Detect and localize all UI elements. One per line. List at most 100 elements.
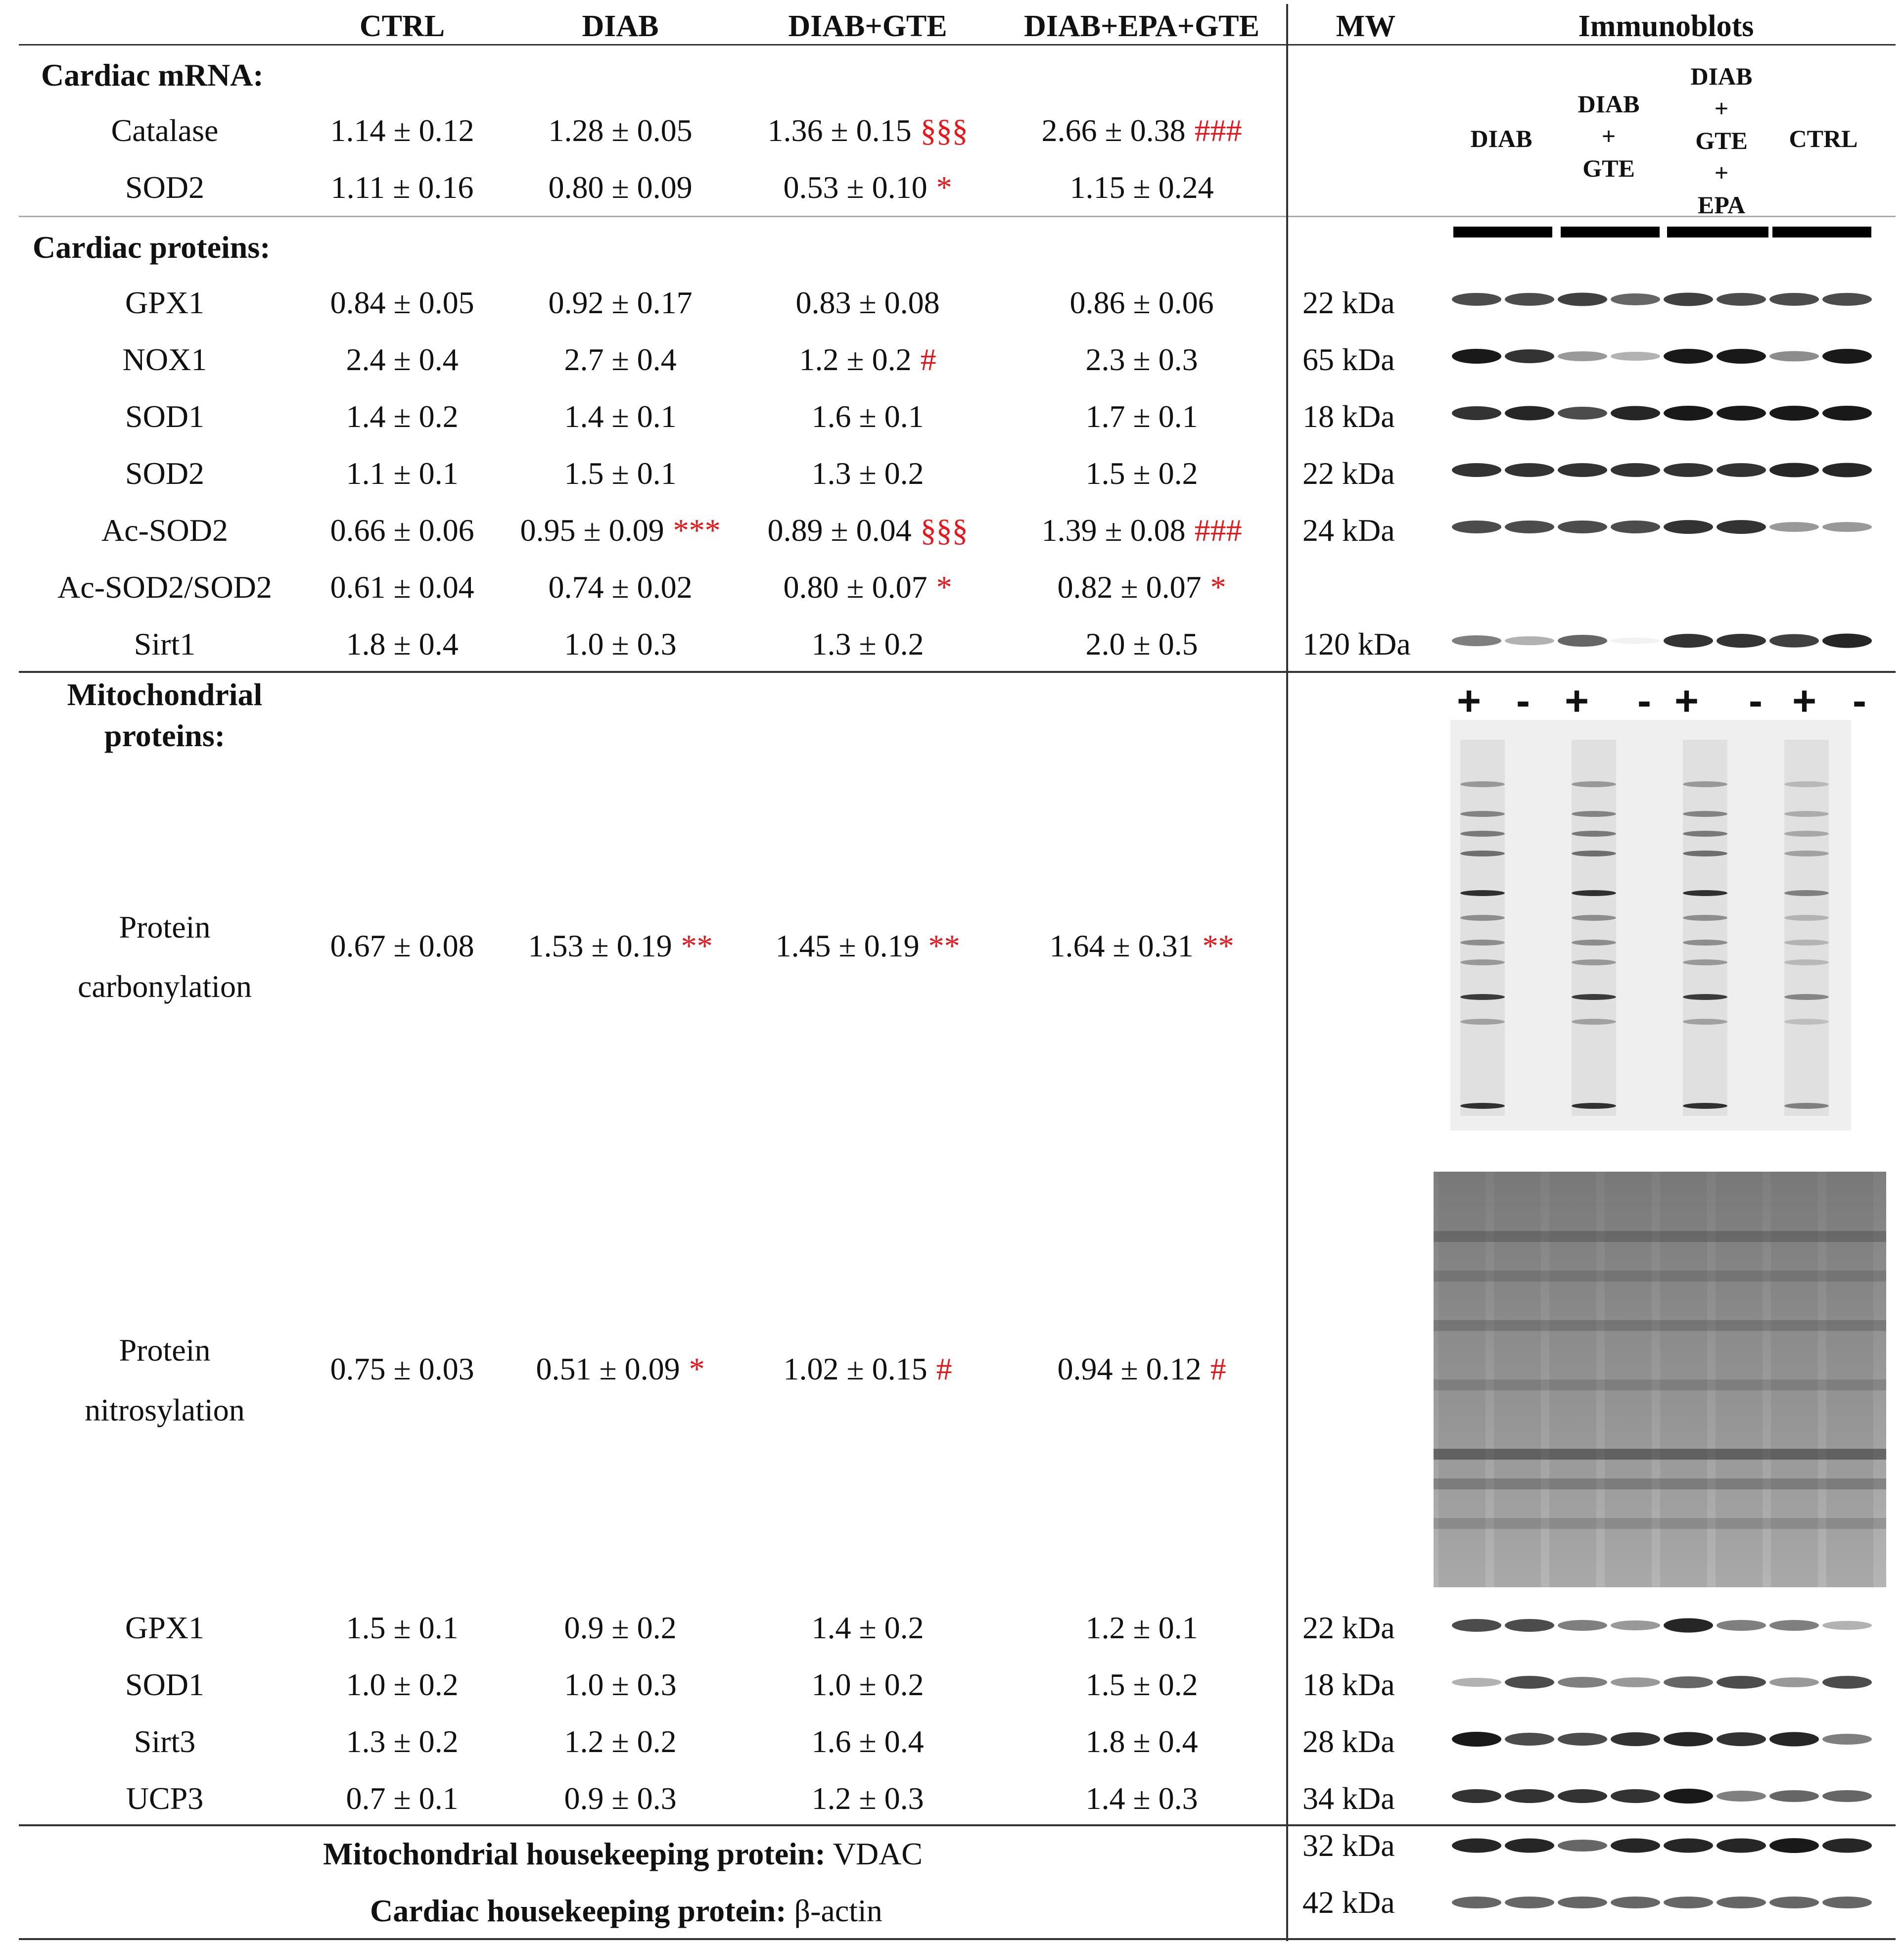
cell-value: 0.53 ± 0.10 <box>783 170 927 205</box>
cell-gte: 0.80 ± 0.07 * <box>783 571 952 603</box>
cell-diab: 0.92 ± 0.17 <box>548 287 692 319</box>
significance-marker: * <box>689 1351 705 1386</box>
section-cardiac-mrna: Cardiac mRNA: <box>41 59 264 91</box>
cell-epa: 1.8 ± 0.4 <box>1085 1726 1198 1757</box>
row-name: SOD2 <box>125 458 204 489</box>
blot-nox1-image <box>1447 341 1872 371</box>
cell-value: 0.82 ± 0.07 <box>1057 570 1201 605</box>
plus-marker: + <box>1792 677 1816 725</box>
cell-value: 0.51 ± 0.09 <box>536 1351 680 1386</box>
significance-marker: # <box>1210 1351 1226 1386</box>
cell-value: 1.14 ± 0.12 <box>330 113 474 148</box>
cell-gte: 1.4 ± 0.2 <box>811 1612 924 1644</box>
cell-diab: 1.4 ± 0.1 <box>564 401 676 432</box>
cell-value: 1.36 ± 0.15 <box>767 113 911 148</box>
cell-gte: 1.36 ± 0.15 §§§ <box>767 115 968 146</box>
cell-gte: 1.0 ± 0.2 <box>811 1669 924 1701</box>
cell-value: 1.53 ± 0.19 <box>528 928 672 963</box>
cell-ctrl: 0.84 ± 0.05 <box>330 287 474 319</box>
cell-diab: 1.53 ± 0.19 ** <box>528 930 712 962</box>
cell-diab: 0.9 ± 0.3 <box>564 1783 676 1814</box>
cell-value: 0.92 ± 0.17 <box>548 285 692 320</box>
cell-value: 1.0 ± 0.3 <box>564 1667 676 1702</box>
cell-value: 1.0 ± 0.2 <box>346 1667 458 1702</box>
header-immunoblots: Immunoblots <box>1579 11 1754 42</box>
cell-ctrl: 0.75 ± 0.03 <box>330 1353 474 1385</box>
cell-mw: 34 kDa <box>1302 1783 1395 1814</box>
row-name: Sirt3 <box>134 1726 195 1757</box>
cell-diab: 1.2 ± 0.2 <box>564 1726 676 1757</box>
cell-value: 0.86 ± 0.06 <box>1069 285 1213 320</box>
cell-ctrl: 0.7 ± 0.1 <box>346 1783 458 1814</box>
cell-value: 0.61 ± 0.04 <box>330 570 474 605</box>
cell-value: 1.4 ± 0.2 <box>346 399 458 434</box>
cell-value: 1.6 ± 0.1 <box>811 399 924 434</box>
cell-mw: 22 kDa <box>1302 287 1395 319</box>
cell-value: 0.89 ± 0.04 <box>767 513 911 548</box>
cell-value: 1.3 ± 0.2 <box>811 456 924 491</box>
cell-diab: 0.80 ± 0.09 <box>548 172 692 203</box>
row-name: SOD2 <box>125 172 204 203</box>
rule-before-housekeeping <box>19 1824 1896 1826</box>
cell-diab: 0.95 ± 0.09 *** <box>520 515 720 546</box>
housekeeping-actin: Cardiac housekeeping protein: β-actin <box>370 1895 882 1927</box>
cell-value: 0.80 ± 0.09 <box>548 170 692 205</box>
cell-epa: 0.82 ± 0.07 * <box>1057 571 1226 603</box>
blot-ucp3-image <box>1447 1781 1872 1811</box>
header-diab: DIAB <box>582 11 658 42</box>
row-name: Protein <box>119 1334 211 1366</box>
cell-value: 1.5 ± 0.2 <box>1085 1667 1198 1702</box>
rule-after-proteins <box>19 671 1896 673</box>
minus-marker: - <box>1637 677 1651 725</box>
significance-marker: # <box>921 342 936 377</box>
cell-ctrl: 1.3 ± 0.2 <box>346 1726 458 1757</box>
cell-value: 1.64 ± 0.31 <box>1049 928 1193 963</box>
cell-value: 2.4 ± 0.4 <box>346 342 458 377</box>
cell-mw: 18 kDa <box>1302 401 1395 432</box>
cell-value: 0.94 ± 0.12 <box>1057 1351 1201 1386</box>
cell-gte: 0.83 ± 0.08 <box>795 287 939 319</box>
cell-diab: 2.7 ± 0.4 <box>564 344 676 376</box>
blot-sirt3-image <box>1447 1724 1872 1754</box>
mw-actin: 42 kDa <box>1302 1887 1395 1918</box>
cell-value: 1.3 ± 0.2 <box>811 626 924 662</box>
cell-epa: 2.3 ± 0.3 <box>1085 344 1198 376</box>
cell-diab: 1.5 ± 0.1 <box>564 458 676 489</box>
cell-value: 1.15 ± 0.24 <box>1069 170 1213 205</box>
plus-marker: + <box>1674 677 1699 725</box>
cell-gte: 1.2 ± 0.2 # <box>799 344 936 376</box>
blot-nitrosylation-image <box>1434 1172 1886 1587</box>
significance-marker: ** <box>1203 928 1234 963</box>
rule-bottom <box>19 1938 1896 1940</box>
plus-marker: + <box>1457 677 1481 725</box>
cell-mw: 22 kDa <box>1302 1612 1395 1644</box>
cell-ctrl: 1.8 ± 0.4 <box>346 628 458 660</box>
lane-label-diab-gte: DIAB + GTE <box>1578 88 1639 185</box>
rule-top-header <box>19 44 1896 46</box>
cell-epa: 1.5 ± 0.2 <box>1085 1669 1198 1701</box>
cell-ctrl: 0.61 ± 0.04 <box>330 571 474 603</box>
cell-ctrl: 0.66 ± 0.06 <box>330 515 474 546</box>
cell-diab: 0.74 ± 0.02 <box>548 571 692 603</box>
lane-bar-ctrl <box>1772 227 1871 237</box>
blot-carbonylation-image <box>1450 720 1851 1131</box>
minus-marker: - <box>1749 677 1763 725</box>
cell-value: 1.0 ± 0.2 <box>811 1667 924 1702</box>
significance-marker: * <box>936 170 952 205</box>
cell-value: 1.28 ± 0.05 <box>548 113 692 148</box>
cell-value: 0.9 ± 0.3 <box>564 1781 676 1816</box>
actin-name: β-actin <box>794 1893 882 1928</box>
cell-value: 0.66 ± 0.06 <box>330 513 474 548</box>
header-ctrl: CTRL <box>360 11 445 42</box>
cell-value: 0.95 ± 0.09 <box>520 513 664 548</box>
row-name: Ac-SOD2/SOD2 <box>57 571 272 603</box>
cell-epa: 2.0 ± 0.5 <box>1085 628 1198 660</box>
cell-epa: 1.5 ± 0.2 <box>1085 458 1198 489</box>
row-name-line2: nitrosylation <box>85 1394 245 1426</box>
cell-gte: 0.89 ± 0.04 §§§ <box>767 515 968 546</box>
housekeeping-vdac: Mitochondrial housekeeping protein: VDAC <box>323 1838 923 1870</box>
cell-value: 0.67 ± 0.08 <box>330 928 474 963</box>
cell-mw: 18 kDa <box>1302 1669 1395 1701</box>
cell-value: 1.7 ± 0.1 <box>1085 399 1198 434</box>
row-name-line2: carbonylation <box>78 971 252 1002</box>
